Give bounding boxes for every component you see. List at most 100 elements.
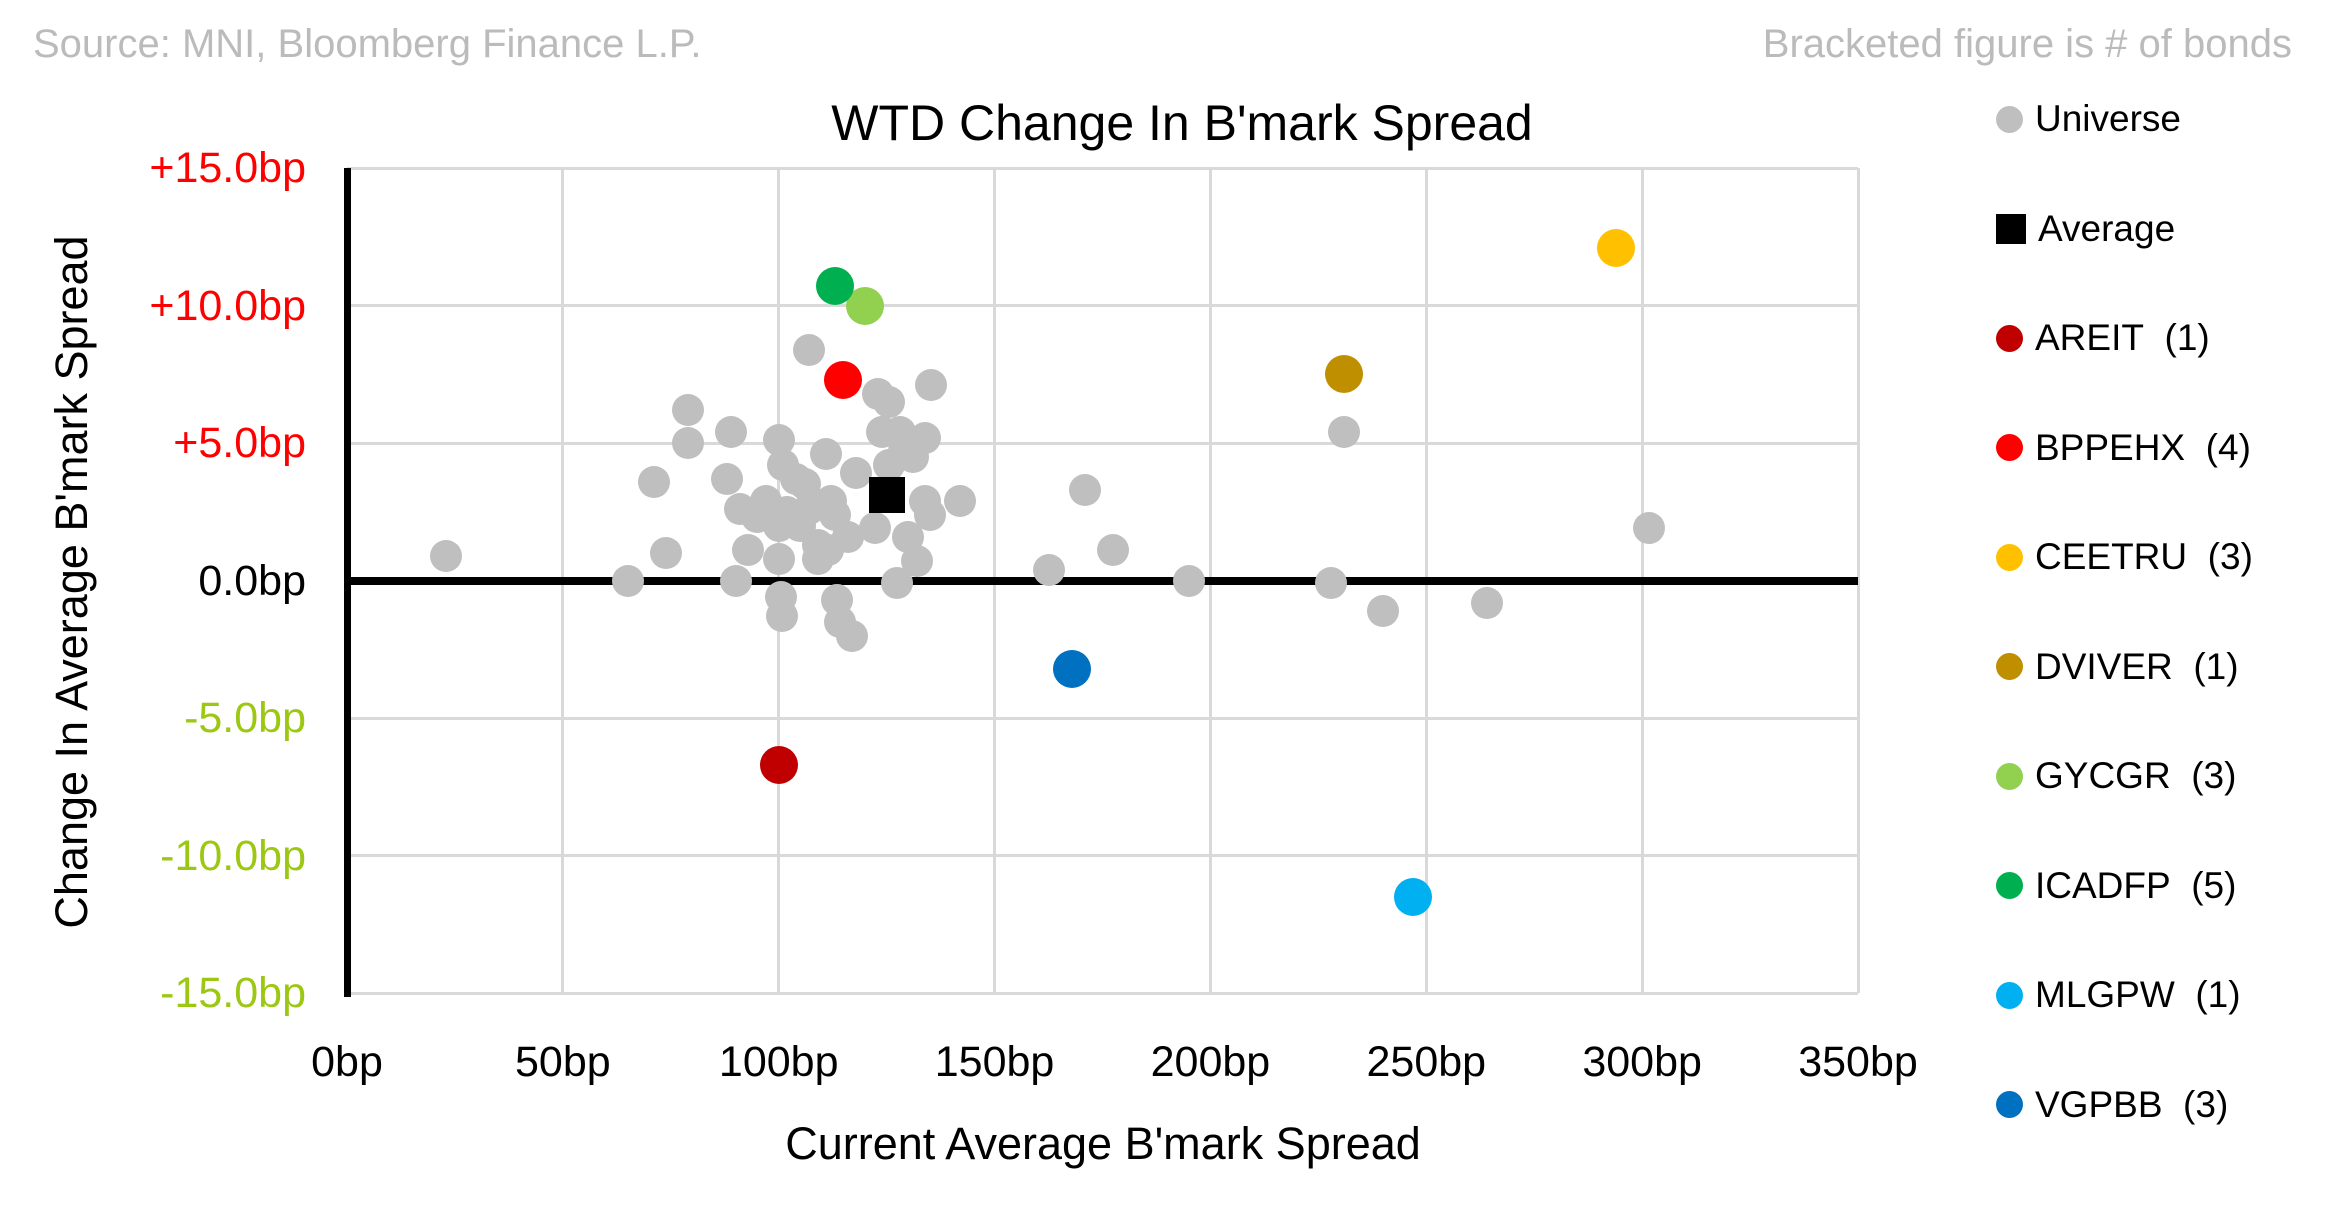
x-tick-label: 150bp	[934, 1038, 1055, 1086]
legend-marker-bppehx	[1996, 434, 2023, 461]
gridline-horizontal	[347, 991, 1858, 995]
legend-item-average: Average	[1996, 199, 2175, 259]
x-tick-label: 200bp	[1150, 1038, 1271, 1086]
zero-line	[347, 576, 1858, 585]
legend-label-mlgpw: MLGPW (1)	[2035, 974, 2241, 1015]
point-universe	[831, 520, 864, 553]
x-tick-label: 50bp	[515, 1038, 611, 1086]
point-universe	[1470, 586, 1503, 619]
y-tick-label: 0.0bp	[198, 556, 306, 605]
legend-item-bppehx: BPPEHX (4)	[1996, 418, 2251, 478]
legend-marker-icadfp	[1996, 872, 2023, 899]
x-tick-label: 100bp	[718, 1038, 839, 1086]
gridline-horizontal	[347, 166, 1858, 170]
chart-title: WTD Change In B'mark Spread	[831, 95, 1533, 151]
source-note: Source: MNI, Bloomberg Finance L.P.	[33, 22, 702, 66]
point-universe	[719, 564, 752, 597]
x-tick-label: 250bp	[1366, 1038, 1487, 1086]
y-tick-label: +15.0bp	[149, 144, 306, 192]
legend-marker-ceetru	[1996, 543, 2023, 571]
gridline-vertical	[1856, 168, 1860, 993]
point-areit	[759, 745, 798, 784]
point-universe	[1032, 553, 1065, 586]
point-universe	[715, 416, 748, 448]
point-vgpbb	[1053, 649, 1092, 688]
point-universe	[913, 498, 946, 531]
legend-label-ceetru: CEETRU (3)	[2035, 536, 2253, 577]
point-bppehx	[824, 360, 863, 399]
legend-marker-vgpbb	[1996, 1091, 2023, 1118]
point-universe	[792, 333, 825, 366]
legend-marker-gycgr	[1996, 762, 2023, 790]
point-mlgpw	[1394, 877, 1433, 916]
y-tick-label: +5.0bp	[173, 419, 306, 467]
y-tick-label: +10.0bp	[149, 281, 306, 330]
x-tick-label: 300bp	[1582, 1038, 1702, 1086]
point-universe	[1172, 564, 1205, 597]
legend-marker-areit	[1996, 324, 2023, 352]
point-dviver	[1325, 355, 1364, 394]
legend-item-dviver: DVIVER (1)	[1996, 637, 2239, 697]
gridline-horizontal	[347, 441, 1858, 445]
point-universe	[1632, 512, 1665, 545]
legend-marker-mlgpw	[1996, 981, 2023, 1009]
point-universe	[836, 619, 869, 652]
point-universe	[1328, 416, 1361, 448]
legend-label-bppehx: BPPEHX (4)	[2035, 426, 2251, 468]
x-axis-title: Current Average B'mark Spread	[785, 1118, 1421, 1169]
y-tick-label: -15.0bp	[160, 969, 306, 1017]
point-universe	[1069, 473, 1102, 506]
point-universe	[650, 537, 683, 569]
point-universe	[765, 600, 798, 633]
legend-item-icadfp: ICADFP (5)	[1996, 856, 2236, 916]
y-tick-label: -5.0bp	[184, 694, 306, 742]
point-universe	[672, 427, 705, 459]
legend-marker-universe	[1996, 105, 2023, 133]
legend-label-universe: Universe	[2035, 98, 2181, 139]
point-universe	[859, 512, 892, 545]
point-universe	[909, 421, 942, 454]
legend-item-ceetru: CEETRU (3)	[1996, 527, 2253, 587]
gridline-horizontal	[347, 304, 1858, 307]
gridline-horizontal	[347, 716, 1858, 720]
legend-label-icadfp: ICADFP (5)	[2035, 864, 2237, 906]
point-universe	[840, 457, 873, 490]
gridline-horizontal	[347, 854, 1858, 857]
legend-item-areit: AREIT (1)	[1996, 308, 2210, 368]
point-average	[868, 477, 905, 514]
point-universe	[810, 438, 843, 470]
point-universe	[762, 542, 795, 575]
legend-item-vgpbb: VGPBB (3)	[1996, 1075, 2228, 1135]
point-universe	[900, 545, 933, 578]
legend-item-gycgr: GYCGR (3)	[1996, 746, 2236, 806]
bracket-note: Bracketed figure is # of bonds	[1762, 22, 2292, 66]
point-universe	[430, 539, 463, 572]
legend-marker-average	[1996, 213, 2026, 244]
point-universe	[944, 484, 977, 517]
x-tick-label: 350bp	[1798, 1038, 1918, 1086]
legend-label-gycgr: GYCGR (3)	[2035, 755, 2237, 796]
point-universe	[672, 394, 705, 426]
legend-marker-dviver	[1996, 653, 2023, 680]
point-universe	[1367, 594, 1400, 627]
point-universe	[637, 465, 670, 498]
legend-label-dviver: DVIVER (1)	[2035, 645, 2239, 687]
x-tick-label: 0bp	[311, 1038, 383, 1086]
legend-label-areit: AREIT (1)	[2035, 317, 2210, 358]
point-universe	[710, 462, 743, 495]
point-universe	[611, 564, 644, 597]
point-universe	[915, 369, 948, 402]
point-universe	[873, 385, 906, 418]
point-universe	[732, 534, 765, 567]
point-universe	[1315, 567, 1348, 600]
legend-item-universe: Universe	[1996, 89, 2181, 149]
point-universe	[1097, 534, 1130, 567]
point-universe	[801, 542, 834, 575]
point-ceetru	[1597, 228, 1636, 267]
legend-label-average: Average	[2038, 207, 2176, 249]
y-tick-label: -10.0bp	[160, 831, 306, 880]
legend-item-mlgpw: MLGPW (1)	[1996, 965, 2241, 1025]
legend-label-vgpbb: VGPBB (3)	[2035, 1083, 2229, 1125]
point-icadfp	[815, 267, 854, 306]
